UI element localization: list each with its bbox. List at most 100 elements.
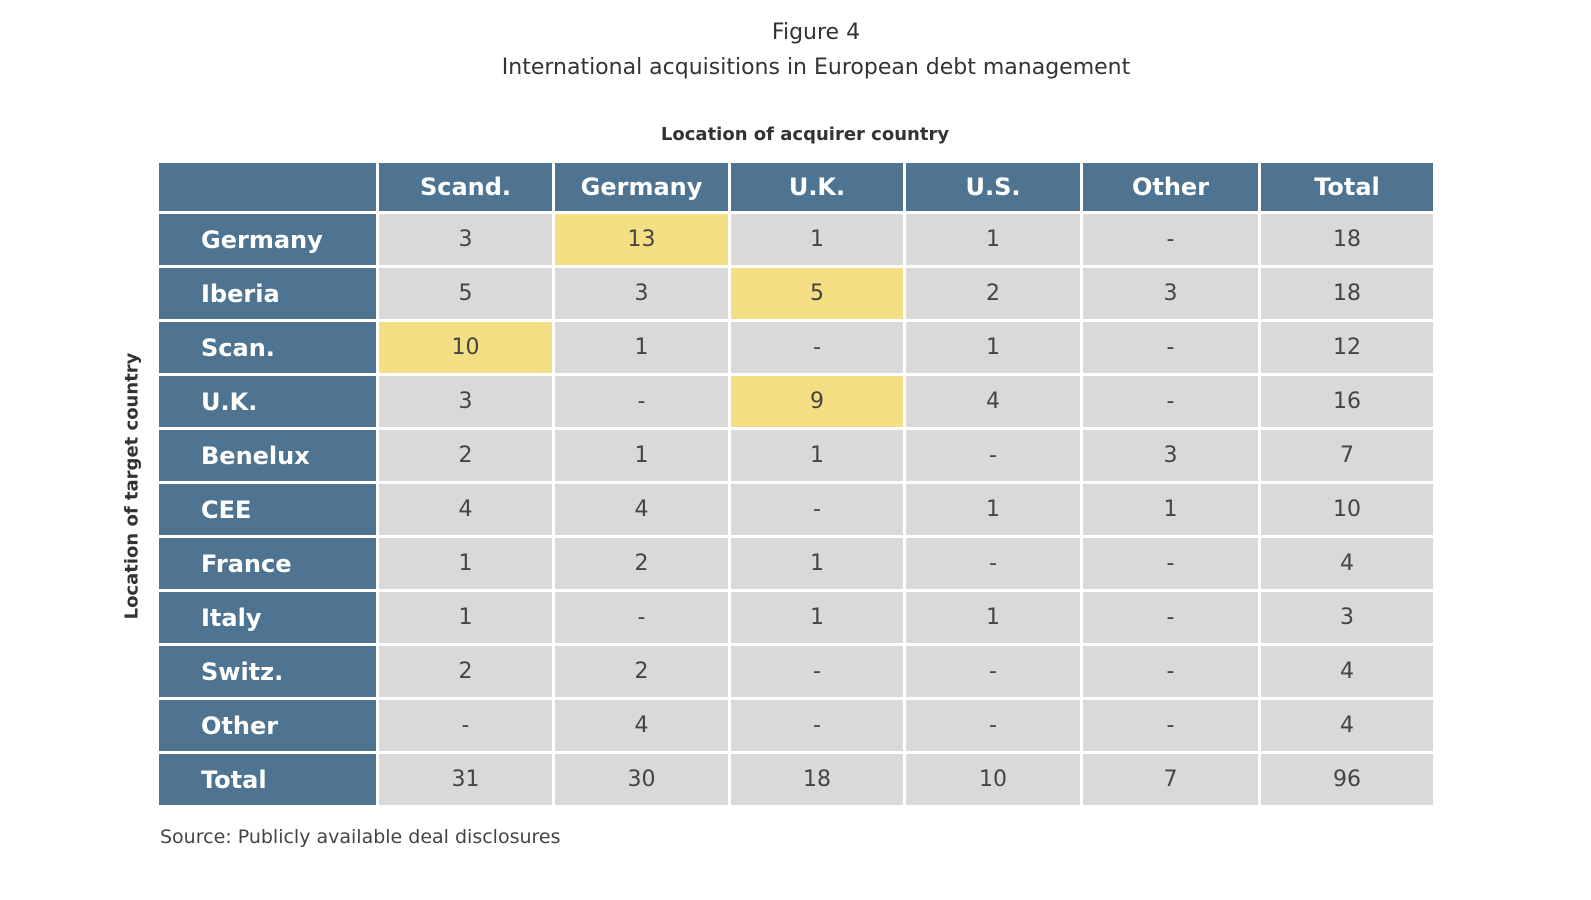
table-cell: -: [1083, 538, 1258, 589]
table-cell: 1: [379, 592, 552, 643]
table-cell: -: [379, 700, 552, 751]
table-row: Switz. 2 2- - -4: [159, 646, 1433, 697]
table-cell: -: [731, 322, 903, 373]
column-header: Total: [1261, 163, 1433, 211]
column-header: U.S.: [906, 163, 1080, 211]
table-row: Iberia 5 3 5 2 3 18: [159, 268, 1433, 319]
table-cell: 4: [1261, 700, 1433, 751]
table-cell: 3: [379, 376, 552, 427]
table-cell: 13: [555, 214, 728, 265]
table-cell: 1: [731, 214, 903, 265]
row-header: Iberia: [159, 268, 376, 319]
table-cell: -: [731, 700, 903, 751]
table-row: Italy 1-1 1-3: [159, 592, 1433, 643]
row-header: U.K.: [159, 376, 376, 427]
table-cell: 3: [555, 268, 728, 319]
table-cell: 3: [1083, 430, 1258, 481]
column-header: U.K.: [731, 163, 903, 211]
table-cell: 4: [906, 376, 1080, 427]
table-cell: -: [906, 646, 1080, 697]
table-row: Other -4- - -4: [159, 700, 1433, 751]
table-cell: 1: [906, 484, 1080, 535]
table-cell: 1: [906, 592, 1080, 643]
table-cell: 10: [1261, 484, 1433, 535]
table-cell: -: [906, 538, 1080, 589]
table-row: U.K. 3-9 4-16: [159, 376, 1433, 427]
table-cell: 3: [1261, 592, 1433, 643]
table-cell: 2: [906, 268, 1080, 319]
table-cell: 4: [555, 484, 728, 535]
table-cell: 7: [1083, 754, 1258, 805]
table-header-row: Scand. Germany U.K. U.S. Other Total: [159, 163, 1433, 211]
table-cell: 10: [379, 322, 552, 373]
table-cell: -: [731, 484, 903, 535]
figure-title: International acquisitions in European d…: [501, 55, 1131, 80]
row-header: Scan.: [159, 322, 376, 373]
table-cell: -: [1083, 376, 1258, 427]
acquisitions-table: Scand. Germany U.K. U.S. Other Total Germany 3…: [156, 160, 1436, 808]
table-cell: 4: [1261, 538, 1433, 589]
table-cell: 1: [731, 430, 903, 481]
table-cell: 5: [731, 268, 903, 319]
table-cell: 31: [379, 754, 552, 805]
table-cell: -: [731, 646, 903, 697]
table-row: Germany 3 13 1 1-18: [159, 214, 1433, 265]
table-cell: 3: [1083, 268, 1258, 319]
table-cell: -: [555, 376, 728, 427]
table-cell: 12: [1261, 322, 1433, 373]
table-row: Benelux 2 1 1-3 7: [159, 430, 1433, 481]
table-cell: 4: [379, 484, 552, 535]
table-cell: 7: [1261, 430, 1433, 481]
table-cell: 16: [1261, 376, 1433, 427]
table-cell: 1: [555, 322, 728, 373]
table-cell: 2: [379, 646, 552, 697]
table-cell: 18: [1261, 268, 1433, 319]
table-row: Scan. 10 1-1-12: [159, 322, 1433, 373]
column-header: Other: [1083, 163, 1258, 211]
table-row: Total 31 30 18 10 7 96: [159, 754, 1433, 805]
table-corner-cell: [159, 163, 376, 211]
table-cell: 96: [1261, 754, 1433, 805]
table-cell: 3: [379, 214, 552, 265]
table-cell: -: [906, 430, 1080, 481]
row-header: Germany: [159, 214, 376, 265]
table-cell: -: [555, 592, 728, 643]
row-header: Italy: [159, 592, 376, 643]
table-cell: 10: [906, 754, 1080, 805]
table-cell: 1: [1083, 484, 1258, 535]
table-cell: 1: [906, 322, 1080, 373]
table-cell: 18: [731, 754, 903, 805]
column-header: Germany: [555, 163, 728, 211]
table-cell: 2: [555, 538, 728, 589]
table-row: CEE 4 4-1 1 10: [159, 484, 1433, 535]
table-row: France 1 2 1- -4: [159, 538, 1433, 589]
row-header: Benelux: [159, 430, 376, 481]
table-cell: 1: [555, 430, 728, 481]
row-header: Switz.: [159, 646, 376, 697]
table-cell: 18: [1261, 214, 1433, 265]
table-cell: 4: [1261, 646, 1433, 697]
table-cell: -: [1083, 700, 1258, 751]
row-header: CEE: [159, 484, 376, 535]
table-cell: 1: [906, 214, 1080, 265]
table-cell: 1: [731, 538, 903, 589]
source-note: Source: Publicly available deal disclosu…: [160, 826, 561, 848]
table-cell: -: [906, 700, 1080, 751]
table-cell: 9: [731, 376, 903, 427]
table-cell: -: [1083, 592, 1258, 643]
column-header: Scand.: [379, 163, 552, 211]
table-cell: 5: [379, 268, 552, 319]
row-header: France: [159, 538, 376, 589]
table-cell: 30: [555, 754, 728, 805]
row-header: Total: [159, 754, 376, 805]
table-cell: 2: [379, 430, 552, 481]
table-cell: 1: [731, 592, 903, 643]
table-cell: -: [1083, 214, 1258, 265]
table-body: Germany 3 13 1 1-18 Iberia 5 3 5 2 3 18 Scan. 10 1-1-1…: [159, 214, 1433, 805]
row-axis-label: Location of target country: [121, 352, 143, 620]
table-cell: 2: [555, 646, 728, 697]
figure-number: Figure 4: [771, 20, 861, 45]
table-cell: 1: [379, 538, 552, 589]
table-cell: -: [1083, 646, 1258, 697]
column-axis-label: Location of acquirer country: [660, 124, 950, 145]
